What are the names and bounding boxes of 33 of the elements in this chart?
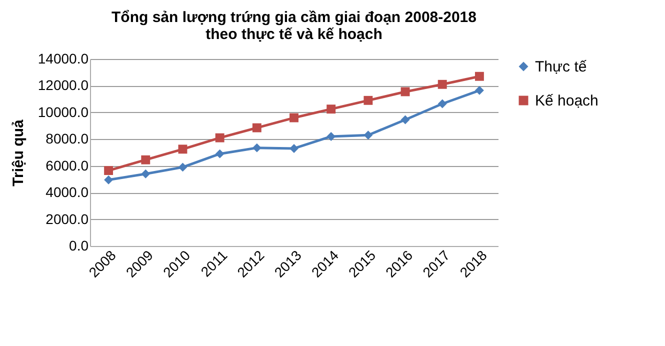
- point: [400, 115, 410, 124]
- point: [400, 87, 410, 96]
- y-tick-label: 12000.0: [38, 77, 89, 94]
- point: [252, 143, 262, 152]
- point: [215, 149, 224, 158]
- y-tick-label: 2000.0: [46, 210, 89, 227]
- point: [215, 133, 224, 142]
- y-tick-label: 14000.0: [38, 50, 89, 66]
- point: [438, 80, 447, 89]
- point: [474, 86, 484, 95]
- chart-title: Tổng sản lượng trứng gia cầm giai đoạn 2008-2018 theo thực tế và kế hoạch: [112, 9, 476, 43]
- y-tick-label: 6000.0: [46, 157, 89, 174]
- legend-label: Kế hoạch: [535, 92, 598, 110]
- point: [252, 123, 262, 132]
- point: [438, 99, 447, 108]
- point: [326, 104, 336, 114]
- point: [364, 130, 373, 140]
- y-axis-title: Triệu quả: [10, 119, 27, 186]
- point: [141, 169, 150, 178]
- point: [104, 166, 114, 176]
- y-tick-label: 0.0: [69, 238, 89, 254]
- point: [178, 144, 188, 154]
- point: [141, 155, 150, 164]
- y-tick-label: 10000.0: [38, 104, 89, 120]
- y-tick-label: 8000.0: [46, 130, 89, 147]
- y-tick-label: 4000.0: [46, 184, 89, 200]
- point: [290, 113, 298, 122]
- point: [364, 96, 373, 105]
- point: [178, 162, 188, 172]
- point: [104, 175, 114, 184]
- point: [290, 144, 298, 153]
- point: [474, 72, 484, 81]
- legend-label: Thực tế: [535, 58, 588, 76]
